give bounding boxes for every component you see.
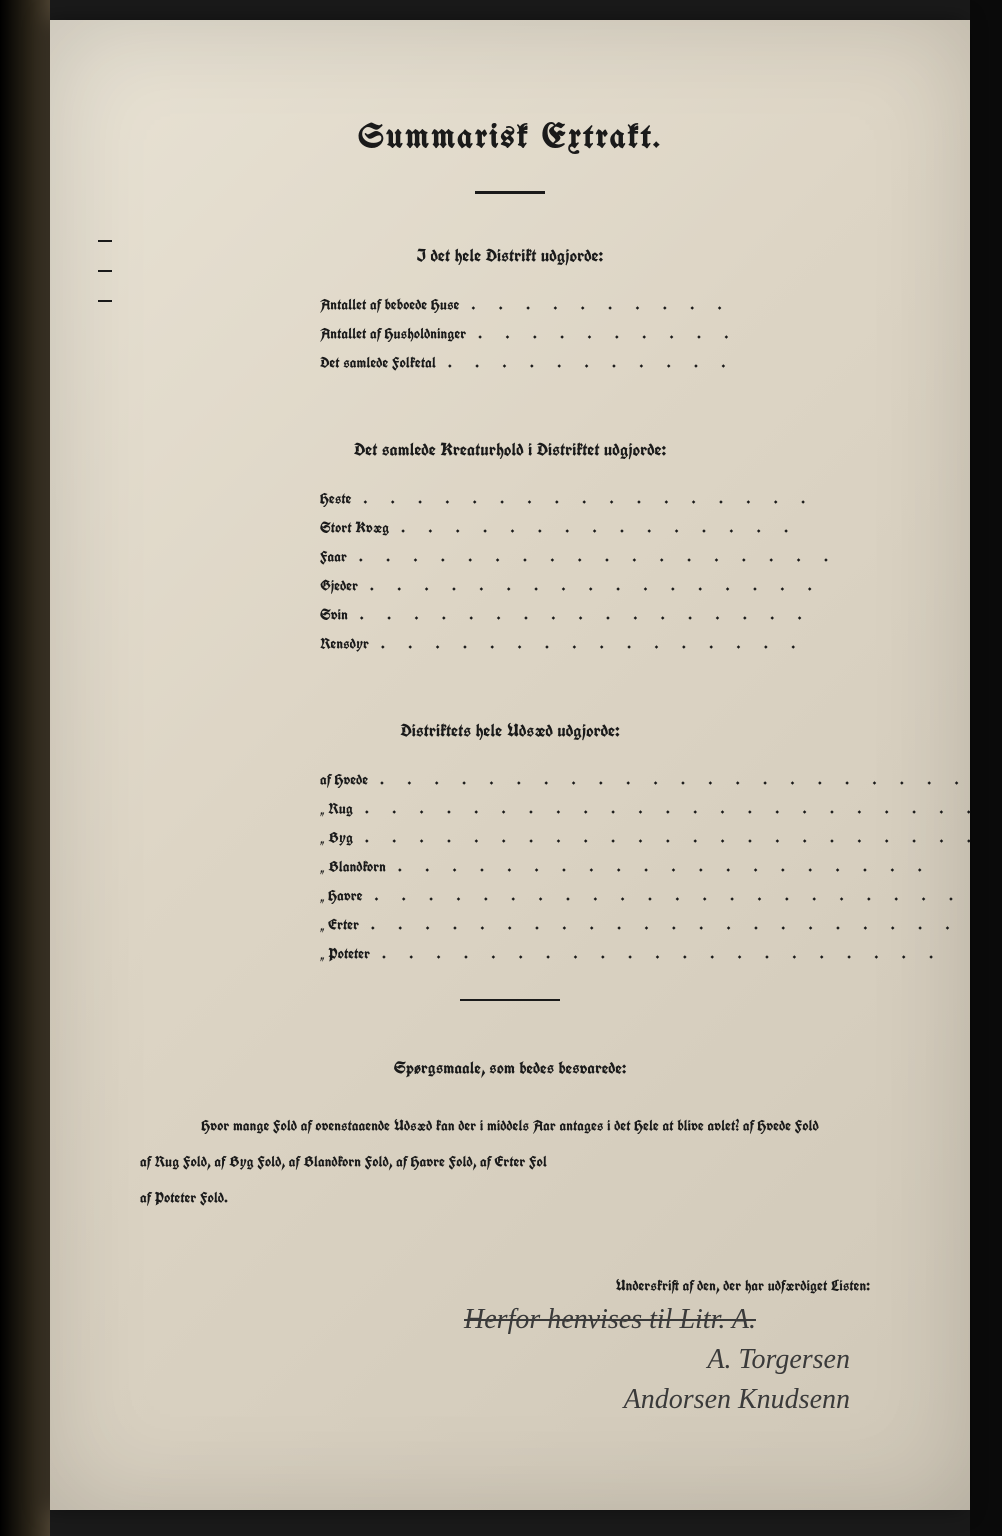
leader-dots: . . . . . . . . . . . . . . . . xyxy=(381,635,805,654)
leader-dots: . . . . . . . . . . . . . . . . . xyxy=(360,606,811,625)
section3-item: „ Havre. . . . . . . . . . . . . . . . .… xyxy=(320,887,890,906)
item-label: „ Rug xyxy=(320,800,353,819)
leader-dots: . . . . . . . . . . . xyxy=(448,354,735,373)
item-label: Faar xyxy=(320,548,347,567)
leader-dots: . . . . . . . . . . . . . . . . . xyxy=(363,490,814,509)
section1-item: Antallet af beboede Huse . . . . . . . . … xyxy=(320,296,890,315)
leader-dots: . . . . . . . . . . . . . . . . . . . . … xyxy=(371,916,959,935)
section3-item: „ Blandkorn. . . . . . . . . . . . . . .… xyxy=(320,858,890,877)
section3-item: „ Byg. . . . . . . . . . . . . . . . . .… xyxy=(320,829,890,848)
section3-item: „ Poteter. . . . . . . . . . . . . . . .… xyxy=(320,945,890,964)
document-page: Summarisk Extrakt. I det hele Distrikt u… xyxy=(50,20,970,1510)
section2-item: Faar . . . . . . . . . . . . . . . . . . xyxy=(320,548,890,567)
leader-dots: . . . . . . . . . . . . . . . . . . xyxy=(359,548,838,567)
section2-header: Det samlede Kreaturhold i Distriktet udg… xyxy=(130,438,890,462)
page-title: Summarisk Extrakt. xyxy=(130,120,890,156)
section2-item: Heste . . . . . . . . . . . . . . . . . xyxy=(320,490,890,509)
item-label: af Hvede xyxy=(320,771,368,790)
margin-ticks xyxy=(98,240,110,330)
leader-dots: . . . . . . . . . . . . . . . . . xyxy=(370,577,821,596)
item-label: „ Poteter xyxy=(320,945,370,964)
leader-dots: . . . . . . . . . . . . . . . . . . . . … xyxy=(365,829,981,848)
leader-dots: . . . . . . . . . . . . . . . xyxy=(401,519,798,538)
leader-dots: . . . . . . . . . . . . . . . . . . . . … xyxy=(375,887,963,906)
signature-label: Underskrift af den, der har udfærdiget L… xyxy=(130,1277,870,1296)
item-label: Rensdyr xyxy=(320,635,369,654)
title-divider xyxy=(475,191,545,194)
item-label: Gjeder xyxy=(320,577,358,596)
section2-item: Svin . . . . . . . . . . . . . . . . . xyxy=(320,606,890,625)
section2-item: Rensdyr . . . . . . . . . . . . . . . . xyxy=(320,635,890,654)
item-label: „ Erter xyxy=(320,916,359,935)
leader-dots: . . . . . . . . . . . . . . . . . . . . xyxy=(398,858,932,877)
section-divider xyxy=(460,999,560,1001)
handwritten-struck: Herfor henvises til Litr. A. xyxy=(330,1304,890,1336)
item-label: Antallet af beboede Huse xyxy=(320,296,459,315)
item-label: „ Blandkorn xyxy=(320,858,386,877)
section3-item: af Hvede. . . . . . . . . . . . . . . . … xyxy=(320,771,890,790)
item-label: „ Byg xyxy=(320,829,353,848)
question-line: af Poteter Fold. xyxy=(140,1181,880,1217)
leader-dots: . . . . . . . . . . . . . . . . . . . . … xyxy=(365,800,981,819)
book-binding-right xyxy=(970,0,1002,1536)
section3-item: „ Rug. . . . . . . . . . . . . . . . . .… xyxy=(320,800,890,819)
section2-item: Gjeder . . . . . . . . . . . . . . . . . xyxy=(320,577,890,596)
question-line: Hvor mange Fold af ovenstaaende Udsæd ka… xyxy=(140,1109,880,1145)
section2-item: Stort Kvæg . . . . . . . . . . . . . . . xyxy=(320,519,890,538)
item-label: Antallet af Husholdninger xyxy=(320,325,466,344)
section1-item: Antallet af Husholdninger . . . . . . . .… xyxy=(320,325,890,344)
leader-dots: . . . . . . . . . . . . . . . . . . . . … xyxy=(380,771,968,790)
item-label: Det samlede Folketal xyxy=(320,354,436,373)
item-label: Stort Kvæg xyxy=(320,519,389,538)
handwritten-signature: A. Torgersen xyxy=(130,1344,850,1376)
leader-dots: . . . . . . . . . . . . . . . . . . . . … xyxy=(382,945,943,964)
item-label: Svin xyxy=(320,606,348,625)
section1-header: I det hele Distrikt udgjorde: xyxy=(130,244,890,268)
item-label: Heste xyxy=(320,490,351,509)
question-line: af Rug Fold, af Byg Fold, af Blandkorn F… xyxy=(140,1145,880,1181)
questions-header: Spørgsmaale, som bedes besvarede: xyxy=(130,1056,890,1079)
leader-dots: . . . . . . . . . . xyxy=(471,296,731,315)
handwritten-signature: Andorsen Knudsenn xyxy=(130,1384,850,1416)
leader-dots: . . . . . . . . . . xyxy=(478,325,738,344)
section1-item: Det samlede Folketal . . . . . . . . . . … xyxy=(320,354,890,373)
section3-item: „ Erter. . . . . . . . . . . . . . . . .… xyxy=(320,916,890,935)
book-binding-left xyxy=(0,0,50,1536)
questions-body: Hvor mange Fold af ovenstaaende Udsæd ka… xyxy=(130,1109,890,1217)
section3-header: Distriktets hele Udsæd udgjorde: xyxy=(130,719,890,743)
item-label: „ Havre xyxy=(320,887,363,906)
